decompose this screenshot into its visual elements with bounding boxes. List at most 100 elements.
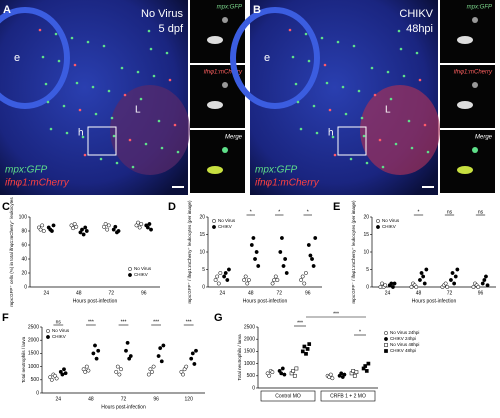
inset-label: mpx:GFP — [217, 5, 242, 11]
data-point — [352, 373, 357, 378]
significance-label: *** — [153, 319, 159, 325]
panel-label: G — [214, 312, 223, 324]
data-point — [392, 281, 397, 286]
data-point — [62, 367, 66, 372]
cell — [304, 32, 308, 36]
eye — [0, 7, 70, 109]
data-point — [246, 278, 251, 282]
data-point — [60, 372, 65, 377]
y-tick-label: 10 — [199, 249, 205, 255]
legend-swatch — [384, 349, 388, 353]
data-point — [215, 274, 220, 279]
y-tick-label: 500 — [31, 377, 40, 383]
data-point — [253, 257, 257, 261]
data-point — [74, 224, 79, 229]
data-point — [380, 281, 384, 286]
data-point — [151, 364, 156, 369]
x-tick-label: 120 — [185, 396, 194, 402]
data-point — [158, 346, 163, 351]
legend-label: CHIKV — [382, 224, 396, 229]
data-point — [94, 356, 99, 361]
data-point — [482, 278, 487, 282]
data-point — [137, 225, 142, 230]
data-point — [279, 371, 284, 376]
x-tick-label: 48 — [248, 290, 254, 296]
inset-label: Merge — [475, 135, 493, 141]
y-tick-label: 1000 — [28, 364, 39, 370]
significance-label: *** — [121, 319, 127, 325]
inset-cell — [457, 36, 473, 44]
cell — [73, 63, 77, 67]
inset — [440, 0, 495, 63]
data-point — [54, 376, 59, 381]
cell — [320, 36, 324, 40]
x-tick-label: 24 — [43, 290, 49, 296]
y-tick-label: 60 — [21, 242, 27, 248]
legend-label: No Virus — [134, 266, 152, 271]
cell — [325, 81, 329, 85]
data-point — [389, 281, 394, 286]
y-tick-label: 40 — [21, 256, 27, 262]
data-point — [225, 278, 230, 282]
data-point — [83, 225, 88, 230]
data-point — [106, 223, 111, 228]
y-tick-label: 1500 — [244, 349, 255, 355]
data-point — [192, 362, 197, 366]
cell — [381, 165, 385, 169]
data-point — [49, 377, 54, 382]
cell — [336, 40, 340, 44]
y-tick-label: 500 — [247, 373, 256, 379]
data-point — [181, 372, 185, 377]
data-point — [284, 271, 289, 275]
y-tick-label: 0 — [366, 284, 369, 290]
cell — [410, 146, 414, 150]
y-tick-label: 0 — [24, 284, 27, 290]
data-point — [146, 372, 151, 377]
inset — [190, 130, 245, 193]
liver-region — [110, 85, 190, 175]
y-tick-label: 20 — [363, 214, 369, 220]
data-point — [342, 372, 347, 377]
cell — [120, 66, 124, 70]
data-point — [303, 271, 308, 275]
cell — [394, 142, 398, 146]
cell — [123, 93, 127, 97]
data-point — [222, 274, 227, 279]
inset-label: ifnφ1:mCherry — [454, 70, 493, 76]
cell — [399, 47, 403, 51]
y-tick-label: 10 — [363, 249, 369, 255]
heart-label: h — [78, 128, 84, 139]
data-point — [80, 227, 84, 232]
cell — [75, 81, 79, 85]
legend-swatch — [46, 329, 50, 333]
data-point — [84, 364, 89, 369]
group-box — [320, 390, 376, 402]
inset-cell — [207, 166, 223, 174]
data-point — [267, 373, 272, 378]
y-tick-label: 5 — [202, 267, 205, 273]
significance-label: * — [278, 209, 280, 215]
x-tick-label: 72 — [121, 396, 127, 402]
cell — [165, 51, 169, 55]
liver-label: L — [385, 105, 391, 116]
significance-label: * — [359, 329, 361, 335]
data-point — [71, 226, 76, 231]
legend-swatch — [384, 337, 388, 341]
data-point — [302, 281, 307, 286]
data-point — [453, 274, 458, 279]
cell — [173, 123, 177, 127]
data-point — [471, 285, 476, 289]
data-point — [254, 250, 259, 254]
inset-label: Merge — [225, 135, 243, 141]
data-point — [383, 283, 388, 288]
data-point — [161, 343, 166, 348]
data-point — [485, 283, 490, 288]
significance-label: *** — [88, 319, 94, 325]
legend-label: No Virus — [218, 218, 236, 223]
cell — [402, 74, 406, 78]
inset-cell — [207, 36, 223, 44]
eye-label: e — [264, 52, 270, 64]
data-point — [455, 267, 460, 272]
cell — [83, 153, 87, 157]
cell — [333, 153, 337, 157]
